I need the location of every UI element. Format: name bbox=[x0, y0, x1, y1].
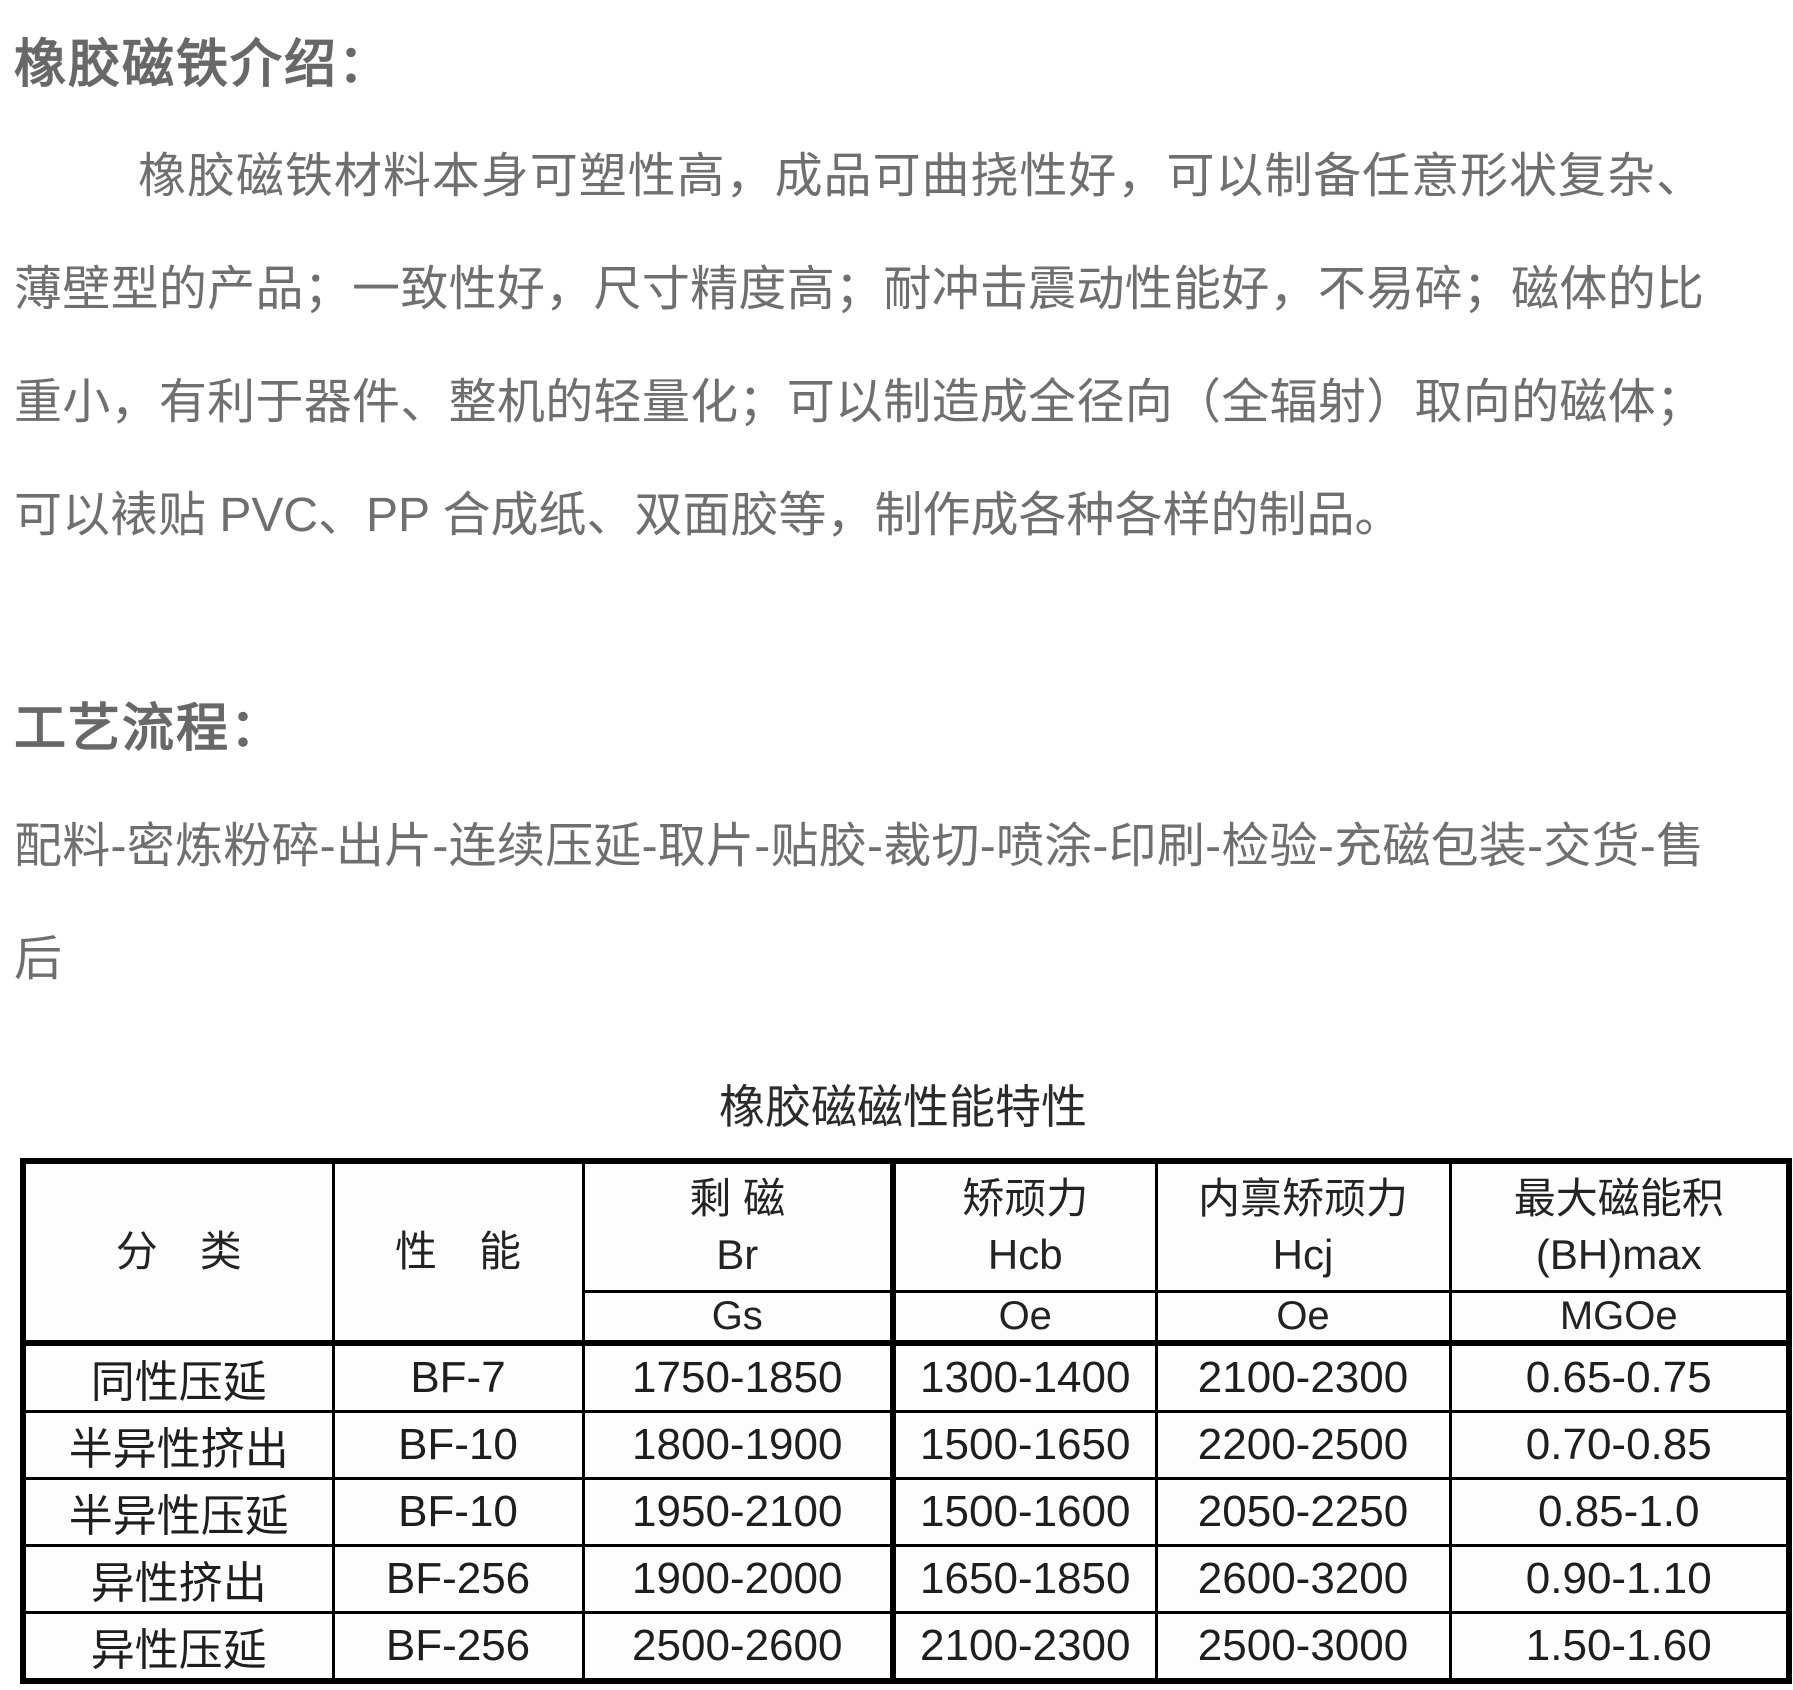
cell-bhmax: 0.70-0.85 bbox=[1448, 1410, 1791, 1480]
cell-hcb: 2100-2300 bbox=[891, 1611, 1158, 1683]
table-row: 异性压延 BF-256 2500-2600 2100-2300 2500-300… bbox=[21, 1611, 1791, 1683]
cell-bhmax: 0.90-1.10 bbox=[1448, 1544, 1791, 1614]
magnet-properties-table: 分 类 性 能 剩 磁 Br 矫顽力 Hcb 内禀矫顽力 Hcj 最大磁能积 (… bbox=[20, 1158, 1792, 1684]
header-hcb-symbol: Hcb bbox=[987, 1230, 1063, 1278]
cell-br: 1950-2100 bbox=[581, 1477, 896, 1547]
cell-br: 2500-2600 bbox=[581, 1611, 896, 1683]
cell-grade: BF-10 bbox=[331, 1410, 585, 1480]
cell-grade: BF-256 bbox=[331, 1611, 585, 1683]
header-hcj-symbol: Hcj bbox=[1272, 1230, 1334, 1278]
cell-category: 异性压延 bbox=[21, 1611, 335, 1683]
cell-category: 半异性挤出 bbox=[21, 1410, 335, 1480]
cell-category: 半异性压延 bbox=[21, 1477, 335, 1547]
header-hcj-unit: Oe bbox=[1154, 1289, 1452, 1346]
cell-br: 1900-2000 bbox=[581, 1544, 896, 1614]
header-hcb: 矫顽力 Hcb bbox=[891, 1159, 1158, 1293]
header-hcj: 内禀矫顽力 Hcj bbox=[1154, 1159, 1452, 1293]
header-hcj-name: 内禀矫顽力 bbox=[1197, 1174, 1408, 1222]
cell-br: 1800-1900 bbox=[581, 1410, 896, 1480]
cell-category: 异性挤出 bbox=[21, 1544, 335, 1614]
cell-hcj: 2600-3200 bbox=[1154, 1544, 1452, 1614]
cell-category: 同性压延 bbox=[21, 1341, 335, 1413]
cell-hcj: 2200-2500 bbox=[1154, 1410, 1452, 1480]
cell-br: 1750-1850 bbox=[581, 1341, 896, 1413]
intro-paragraph: 橡胶磁铁材料本身可塑性高，成品可曲挠性好，可以制备任意形状复杂、薄壁型的产品；一… bbox=[14, 150, 1704, 542]
table-title: 橡胶磁磁性能特性 bbox=[719, 1081, 1087, 1133]
header-bhmax-symbol: (BH)max bbox=[1535, 1230, 1702, 1278]
header-br-symbol: Br bbox=[716, 1230, 759, 1278]
cell-grade: BF-7 bbox=[331, 1341, 585, 1413]
header-br-name: 剩 磁 bbox=[689, 1174, 786, 1222]
process-steps: 配料-密炼粉碎-出片-连续压延-取片-贴胶-裁切-喷涂-印刷-检验-充磁包装-交… bbox=[14, 820, 1704, 986]
intro-heading: 橡胶磁铁介绍： bbox=[14, 36, 393, 94]
process-heading: 工艺流程： bbox=[14, 700, 285, 758]
header-hcb-name: 矫顽力 bbox=[962, 1174, 1089, 1222]
header-bhmax-unit: MGOe bbox=[1448, 1289, 1791, 1346]
cell-hcb: 1650-1850 bbox=[891, 1544, 1158, 1614]
table-header-row-1: 分 类 性 能 剩 磁 Br 矫顽力 Hcb 内禀矫顽力 Hcj 最大磁能积 (… bbox=[21, 1159, 1791, 1346]
cell-hcb: 1300-1400 bbox=[891, 1341, 1158, 1413]
cell-bhmax: 1.50-1.60 bbox=[1448, 1611, 1791, 1683]
cell-bhmax: 0.65-0.75 bbox=[1448, 1341, 1791, 1413]
header-bhmax-name: 最大磁能积 bbox=[1513, 1174, 1724, 1222]
cell-bhmax: 0.85-1.0 bbox=[1448, 1477, 1791, 1547]
cell-hcj: 2100-2300 bbox=[1154, 1341, 1452, 1413]
header-br-unit: Gs bbox=[581, 1289, 896, 1346]
cell-grade: BF-10 bbox=[331, 1477, 585, 1547]
cell-grade: BF-256 bbox=[331, 1544, 585, 1614]
table-row: 半异性压延 BF-10 1950-2100 1500-1600 2050-225… bbox=[21, 1477, 1791, 1547]
table-row: 半异性挤出 BF-10 1800-1900 1500-1650 2200-250… bbox=[21, 1410, 1791, 1480]
header-bhmax: 最大磁能积 (BH)max bbox=[1448, 1159, 1791, 1293]
cell-hcb: 1500-1650 bbox=[891, 1410, 1158, 1480]
header-category: 分 类 bbox=[21, 1159, 335, 1346]
cell-hcj: 2500-3000 bbox=[1154, 1611, 1452, 1683]
cell-hcj: 2050-2250 bbox=[1154, 1477, 1452, 1547]
header-performance: 性 能 bbox=[331, 1159, 585, 1346]
header-br: 剩 磁 Br bbox=[581, 1159, 896, 1293]
table-header-row-2: Gs Oe Oe MGOe bbox=[23, 1289, 1791, 1346]
header-hcb-unit: Oe bbox=[891, 1289, 1158, 1346]
table-row: 异性挤出 BF-256 1900-2000 1650-1850 2600-320… bbox=[21, 1544, 1791, 1614]
table-row: 同性压延 BF-7 1750-1850 1300-1400 2100-2300 … bbox=[21, 1341, 1791, 1413]
cell-hcb: 1500-1600 bbox=[891, 1477, 1158, 1547]
